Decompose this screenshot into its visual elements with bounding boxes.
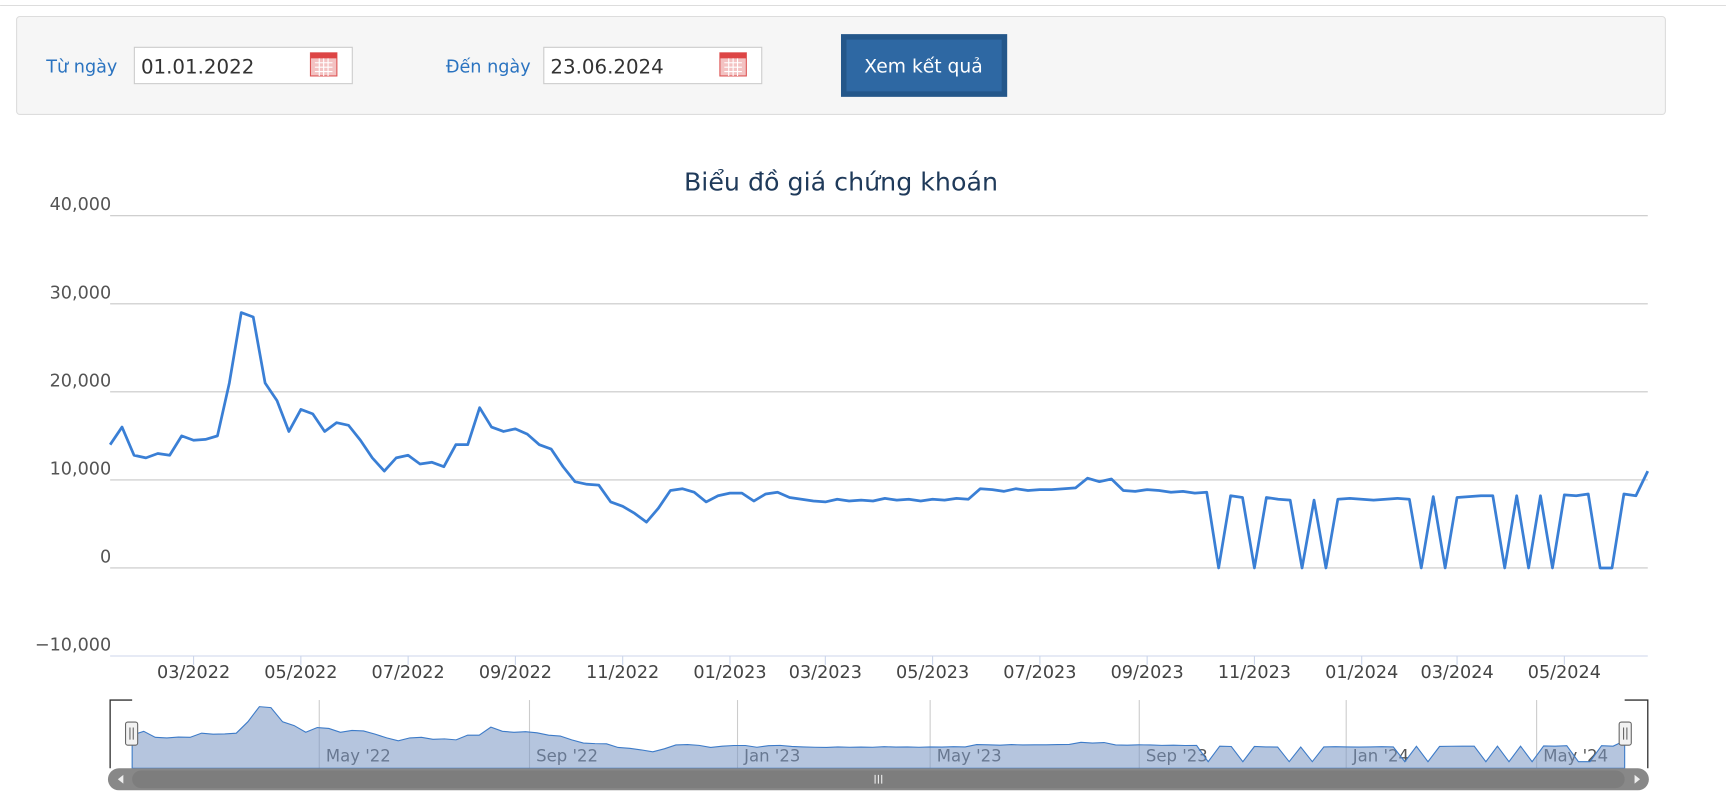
plot: −10,000 0 10,000 20,000 30,000 40,000 03/2022 0… [35,195,1650,683]
x-tick-label: 03/2022 [157,663,230,683]
x-tick-label: 05/2023 [896,663,969,683]
navigator-handle[interactable] [1618,721,1632,746]
x-tick-label: 01/2023 [693,663,766,683]
handle-grip [1623,727,1628,740]
navigator: May '22Sep '22Jan '23May '23Sep '23Jan '… [107,699,1649,791]
calendar-icon[interactable] [719,52,747,77]
navigator-handle[interactable] [124,721,139,746]
price-line [108,311,1650,570]
y-tick-label: 0 [100,547,111,567]
calendar-icon[interactable] [309,52,338,77]
to-label: Đến ngày [446,57,531,78]
handle-grip [129,727,134,740]
to-value: 23.06.2024 [550,56,663,79]
navigator-frame [109,699,1649,769]
x-tick-label: 11/2022 [586,663,659,683]
scroll-right-arrow [1634,774,1641,784]
x-tick-label: 03/2024 [1420,663,1493,683]
y-tick-label: 10,000 [50,459,112,479]
scrollbar-grip [874,774,883,784]
from-value: 01.01.2022 [141,56,254,79]
x-tick-label: 05/2022 [264,663,337,683]
button-face [846,39,1002,92]
scroll-left-arrow [117,774,124,784]
handle-body [124,721,139,746]
x-tick-label: 09/2022 [479,663,552,683]
from-label: Từ ngày [45,58,117,78]
y-tick-label: 30,000 [50,283,112,303]
x-tick-label: 07/2022 [372,663,445,683]
x-tick-label: 05/2024 [1528,663,1601,683]
y-tick-label: −10,000 [35,636,111,656]
handle-body [1618,721,1632,746]
y-tick-label: 40,000 [50,195,112,215]
navigator-area [131,706,1626,769]
button-label: Xem kết quả [864,56,982,78]
x-tick-label: 03/2023 [789,663,862,683]
x-tick-label: 01/2024 [1325,663,1398,683]
x-tick-label: 09/2023 [1111,663,1184,683]
chart-title: Biểu đồ giá chứng khoán [684,167,998,196]
x-tick-label: 11/2023 [1218,663,1291,683]
y-tick-label: 20,000 [50,371,112,391]
x-tick-label: 07/2023 [1003,663,1076,683]
